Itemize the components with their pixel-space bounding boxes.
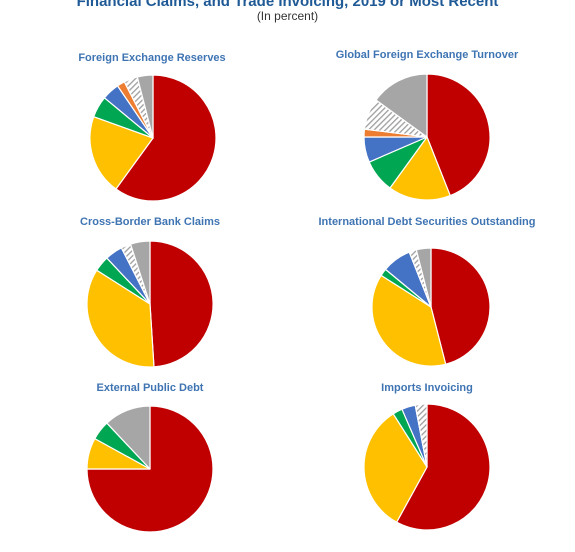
pie-slice-other [136,74,154,139]
pie-slice-usd [430,247,491,365]
pie-panel-fx-reserves: Foreign Exchange Reserves [7,52,297,222]
pie-chart-fx-turnover [363,73,491,201]
pie-slice-other [129,240,151,305]
pie-slice-other [106,405,151,470]
pie-title-bank-claims: Cross-Border Bank Claims [80,216,220,228]
pie-chart-bank-claims [86,240,214,368]
figure-subtitle: (In percent) [256,9,319,23]
pie-title-imports-invoicing: Imports Invoicing [381,382,473,394]
pie-slice-other [415,247,432,308]
pie-panel-debt-securities: International Debt Securities Outstandin… [282,216,572,386]
pie-panel-fx-turnover: Global Foreign Exchange Turnover [282,49,572,219]
pie-title-fx-reserves: Foreign Exchange Reserves [78,52,226,64]
pie-title-debt-securities: International Debt Securities Outstandin… [318,216,536,228]
pie-slice-usd [149,240,214,368]
pie-title-fx-turnover: Global Foreign Exchange Turnover [335,49,519,61]
pie-chart-imports-invoicing [363,403,491,531]
pie-panel-bank-claims: Cross-Border Bank Claims [5,216,295,386]
pie-chart-fx-reserves [89,74,217,202]
pie-slice-eur [89,116,154,190]
figure-title: Financial Claims, and Trade Invoicing, 2… [76,0,499,10]
pie-slice-eur [86,269,155,368]
pie-panel-public-debt: External Public Debt [5,382,295,552]
pie-slice-eur [371,274,447,367]
pie-slice-hatched [414,403,428,468]
pie-slice-other [375,73,428,138]
pie-title-public-debt: External Public Debt [96,382,204,394]
pie-panel-imports-invoicing: Imports Invoicing [282,382,572,552]
pie-slice-usd [115,74,217,202]
pie-slice-eur [389,136,451,201]
pie-slice-usd [426,73,491,197]
pie-chart-debt-securities [371,247,491,367]
pie-chart-public-debt [86,405,214,533]
